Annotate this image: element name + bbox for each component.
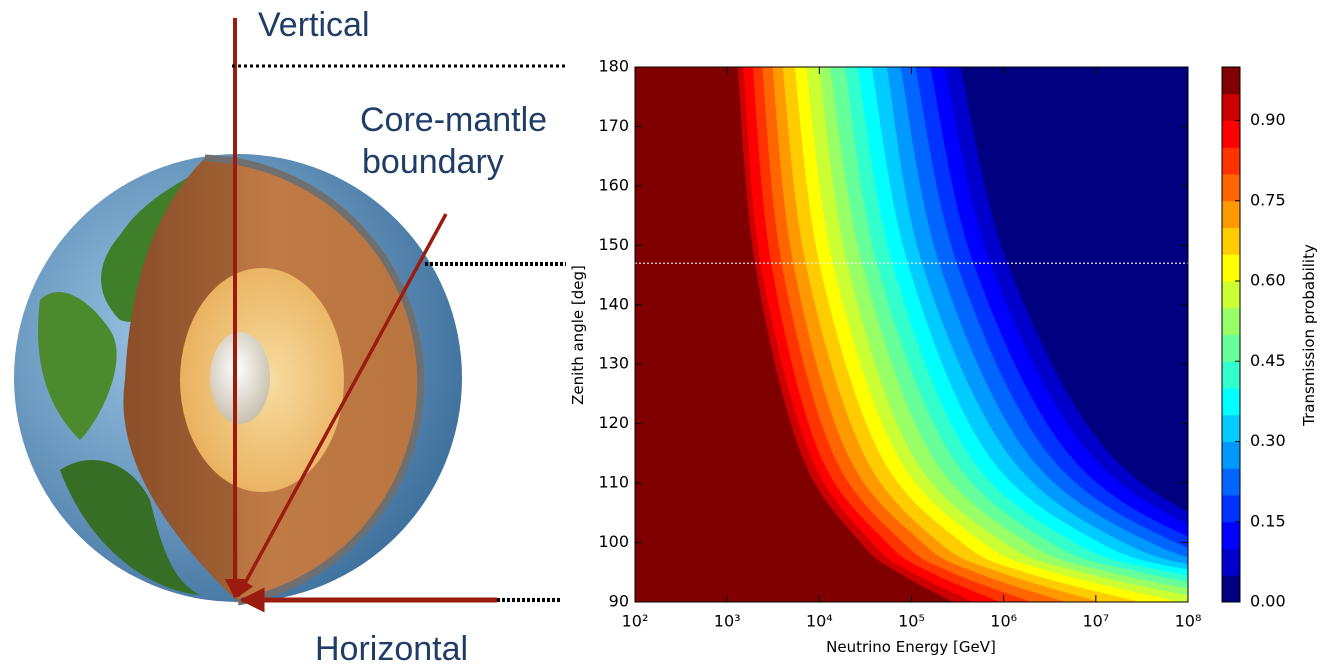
colorbar-band	[1222, 121, 1240, 148]
y-tick-label: 160	[598, 175, 629, 194]
colorbar-band	[1222, 281, 1240, 308]
colorbar-band	[1222, 201, 1240, 228]
x-axis-label: Neutrino Energy [GeV]	[826, 638, 996, 656]
colorbar-label: Transmission probability	[1300, 244, 1318, 427]
colorbar-band	[1222, 495, 1240, 522]
x-tick-label: 10³	[714, 612, 741, 631]
colorbar-band	[1222, 335, 1240, 362]
colorbar-tick-label: 0.75	[1250, 190, 1286, 209]
colorbar-band	[1222, 388, 1240, 415]
x-tick-label: 10⁷	[1082, 612, 1109, 631]
x-tick-label: 10⁶	[990, 612, 1017, 631]
y-tick-label: 140	[598, 294, 629, 313]
colorbar-band	[1222, 94, 1240, 121]
colorbar-band	[1222, 549, 1240, 576]
colorbar-tick-label: 0.60	[1250, 271, 1286, 290]
y-tick-label: 110	[598, 473, 629, 492]
x-tick-label: 10⁴	[806, 612, 833, 631]
y-tick-label: 170	[598, 116, 629, 135]
colorbar-tick-label: 0.30	[1250, 431, 1286, 450]
colorbar-tick-label: 0.90	[1250, 110, 1286, 129]
colorbar-band	[1222, 147, 1240, 174]
page: Vertical Core-mantle boundary Horizontal…	[0, 0, 1320, 667]
colorbar-tick-label: 0.15	[1250, 511, 1286, 530]
colorbar-band	[1222, 67, 1240, 94]
earth-diagram: Vertical Core-mantle boundary Horizontal	[14, 6, 566, 667]
x-tick-label: 10⁵	[898, 612, 925, 631]
y-tick-label: 90	[609, 592, 629, 611]
horizontal-label: Horizontal	[315, 630, 468, 667]
colorbar-band	[1222, 228, 1240, 255]
colorbar-band	[1222, 308, 1240, 335]
boundary-label: boundary	[362, 143, 504, 181]
contour-plot: 10² 10³ 10⁴ 10⁵ 10⁶ 10⁷ 10⁸ 90 100 110 120 130 140 15…	[598, 57, 1320, 631]
colorbar-band	[1222, 522, 1240, 549]
colorbar-band	[1222, 254, 1240, 281]
x-tick-label: 10²	[622, 612, 649, 631]
vertical-label: Vertical	[258, 6, 370, 44]
y-tick-label: 130	[598, 354, 629, 373]
colorbar-tick-label: 0.45	[1250, 351, 1286, 370]
colorbar-band	[1222, 468, 1240, 495]
figure: Vertical Core-mantle boundary Horizontal…	[0, 0, 1320, 667]
colorbar-band	[1222, 361, 1240, 388]
colorbar-band	[1222, 575, 1240, 602]
y-axis-label: Zenith angle [deg]	[569, 265, 587, 405]
y-tick-label: 150	[598, 235, 629, 254]
contour-fills	[635, 67, 1320, 602]
y-tick-label: 180	[598, 57, 629, 76]
colorbar-band	[1222, 174, 1240, 201]
y-tick-label: 120	[598, 413, 629, 432]
y-tick-label: 100	[598, 532, 629, 551]
colorbar-tick-label: 0.00	[1250, 592, 1286, 611]
x-tick-label: 10⁸	[1175, 612, 1202, 631]
colorbar-band	[1222, 442, 1240, 469]
boundary-label: Core-mantle	[360, 101, 547, 139]
inner-core	[210, 332, 270, 424]
colorbar-band	[1222, 415, 1240, 442]
